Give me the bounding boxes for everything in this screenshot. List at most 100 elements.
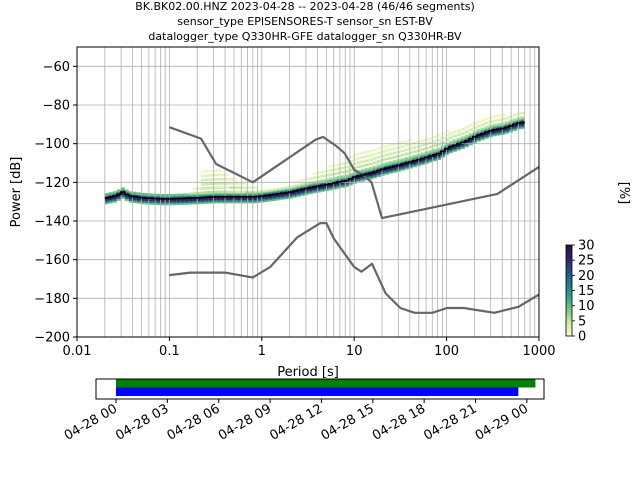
heatmap-cell <box>200 199 205 203</box>
heatmap-cell <box>208 197 213 201</box>
heatmap-cell <box>376 165 381 169</box>
heatmap-cell <box>376 147 381 150</box>
heatmap-cell <box>200 170 205 173</box>
heatmap-cell <box>212 192 217 195</box>
heatmap-cell <box>408 138 413 142</box>
heatmap-cell <box>432 148 437 152</box>
heatmap-cell <box>456 144 461 147</box>
heatmap-cell <box>452 145 457 149</box>
heatmap-cell <box>236 186 241 189</box>
heatmap-cell <box>168 199 173 202</box>
heatmap-cell <box>380 150 385 153</box>
heatmap-cell <box>452 134 457 138</box>
heatmap-cell <box>316 175 321 179</box>
heatmap-cell <box>148 195 153 198</box>
heatmap-cell <box>436 147 441 151</box>
heatmap-cell <box>340 185 345 188</box>
heatmap-cell <box>228 182 233 185</box>
heatmap-cell <box>348 155 353 159</box>
y-tick-label: −120 <box>34 176 70 191</box>
heatmap-cell <box>184 202 189 205</box>
heatmap-cell <box>280 197 285 200</box>
heatmap-cell <box>396 159 401 162</box>
heatmap-cell <box>176 200 181 204</box>
heatmap-cell <box>188 198 193 202</box>
heatmap-cell <box>180 193 185 197</box>
heatmap-cell <box>296 179 301 183</box>
heatmap-cell <box>244 193 249 197</box>
heatmap-cell <box>468 134 473 137</box>
heatmap-cell <box>204 197 209 201</box>
heatmap-cell <box>228 200 233 204</box>
heatmap-cell <box>380 166 385 169</box>
heatmap-cell <box>484 126 489 129</box>
heatmap-cell <box>412 150 417 153</box>
heatmap-cell <box>276 194 281 197</box>
heatmap-cell <box>188 195 193 198</box>
heatmap-cell <box>300 189 305 193</box>
heatmap-cell <box>192 187 197 191</box>
heatmap-cell <box>388 169 393 172</box>
heatmap-cell <box>196 198 201 201</box>
heatmap-cell <box>436 150 441 154</box>
heatmap-cell <box>512 124 517 128</box>
heatmap-cell <box>148 198 153 202</box>
heatmap-cell <box>176 195 181 199</box>
heatmap-cell <box>228 190 233 194</box>
heatmap-cell <box>108 197 113 200</box>
heatmap-cell <box>364 174 369 178</box>
heatmap-cell <box>228 197 233 200</box>
heatmap-cell <box>292 191 297 195</box>
heatmap-cell <box>168 194 173 197</box>
colorbar-label: [%] <box>616 182 631 205</box>
heatmap-cell <box>104 193 109 196</box>
heatmap-cell <box>460 132 465 135</box>
heatmap-cell <box>116 196 121 199</box>
heatmap-cell <box>212 169 217 173</box>
heatmap-cell <box>356 169 361 173</box>
heatmap-cell <box>496 114 501 118</box>
heatmap-cell <box>236 199 241 202</box>
heatmap-cell <box>408 151 413 155</box>
heatmap-cell <box>396 150 401 154</box>
heatmap-cell <box>428 137 433 140</box>
heatmap-cell <box>268 188 273 192</box>
heatmap-cell <box>112 196 117 200</box>
heatmap-cell <box>324 185 329 188</box>
heatmap-cell <box>424 152 429 156</box>
heatmap-cell <box>440 151 445 155</box>
heatmap-cell <box>216 197 221 200</box>
heatmap-cell <box>200 191 205 195</box>
heatmap-cell <box>484 134 489 137</box>
heatmap-cell <box>428 145 433 149</box>
heatmap-cell <box>148 200 153 203</box>
heatmap-cell <box>112 198 117 201</box>
heatmap-cell <box>200 182 205 186</box>
heatmap-cell <box>104 198 109 201</box>
heatmap-cell <box>384 170 389 173</box>
heatmap-cell <box>232 197 237 200</box>
heatmap-cell <box>240 199 245 202</box>
heatmap-cell <box>344 177 349 180</box>
heatmap-cell <box>372 165 377 169</box>
heatmap-cell <box>284 194 289 198</box>
heatmap-cell <box>220 200 225 204</box>
heatmap-cell <box>208 191 213 194</box>
heatmap-cell <box>408 143 413 146</box>
heatmap-cell <box>364 167 369 171</box>
heatmap-cell <box>464 142 469 146</box>
heatmap-cell <box>512 128 517 131</box>
heatmap-cell <box>320 185 325 189</box>
heatmap-cell <box>228 199 233 202</box>
heatmap-cell <box>320 187 325 191</box>
heatmap-cell <box>336 186 341 189</box>
heatmap-cell <box>352 166 357 170</box>
heatmap-cell <box>408 162 413 165</box>
nhnm-curve <box>169 126 540 220</box>
heatmap-cell <box>300 186 305 189</box>
timeline-tick-label: 04-28 03 <box>113 401 171 443</box>
heatmap-cell <box>392 155 397 159</box>
heatmap-cell <box>240 190 245 194</box>
heatmap-cell <box>176 202 181 205</box>
